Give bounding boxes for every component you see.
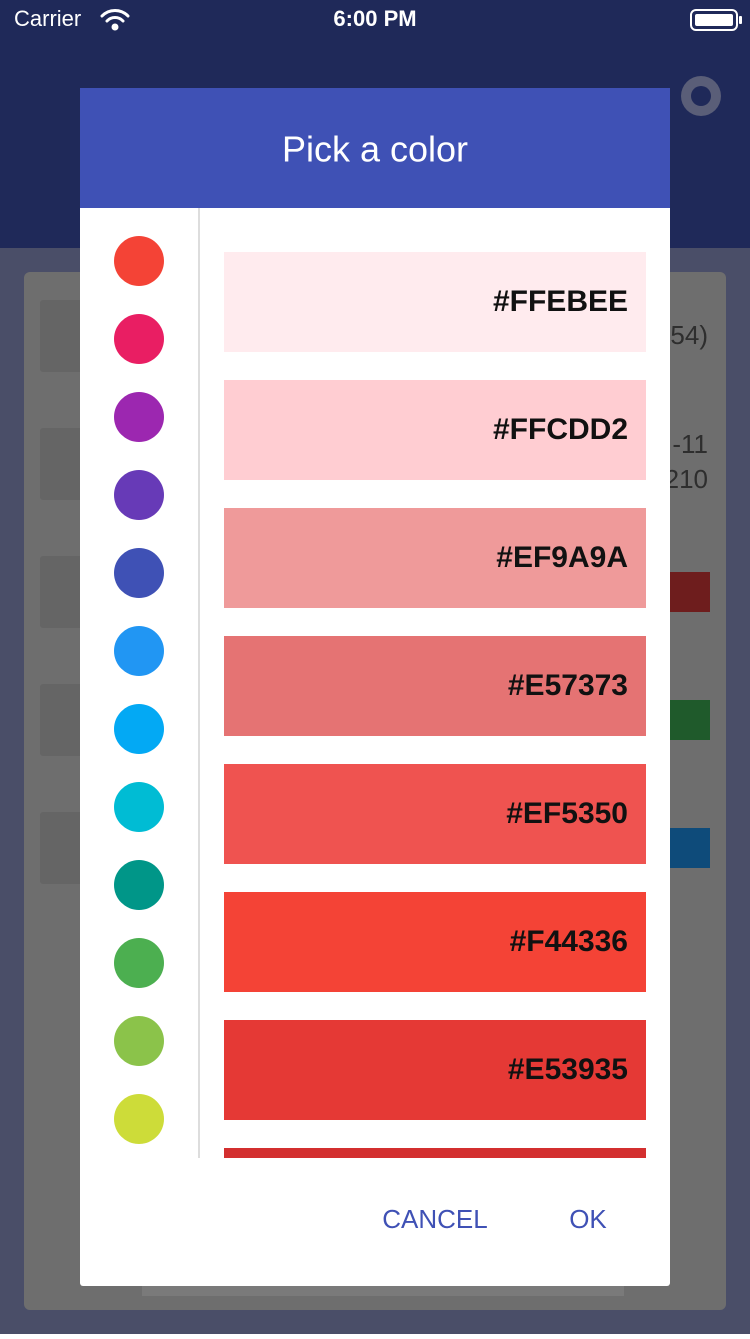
background-swatch [670, 572, 710, 612]
dialog-title: Pick a color [282, 129, 468, 170]
primary-color-swatch[interactable] [114, 626, 164, 676]
primary-color-swatch[interactable] [114, 392, 164, 442]
carrier: Carrier [14, 6, 81, 31]
background-text: -11 [672, 429, 708, 459]
shade-label: #E53935 [508, 1053, 628, 1086]
shade-swatch[interactable] [224, 380, 646, 480]
wifi-icon [100, 9, 130, 31]
battery-icon [690, 9, 742, 31]
clock: 6:00 PM [333, 6, 416, 31]
primary-color-swatch[interactable] [114, 704, 164, 754]
cancel-button[interactable]: CANCEL [382, 1204, 487, 1234]
primary-color-swatch[interactable] [114, 548, 164, 598]
background-swatch [670, 828, 710, 868]
ok-button[interactable]: OK [569, 1204, 607, 1234]
shade-swatch[interactable] [224, 252, 646, 352]
primary-color-swatch[interactable] [114, 314, 164, 364]
background-text: 210 [665, 464, 708, 494]
primary-color-swatch[interactable] [114, 782, 164, 832]
shade-swatch[interactable] [224, 508, 646, 608]
primary-color-swatch[interactable] [114, 938, 164, 988]
shade-label: #FFCDD2 [493, 413, 628, 446]
theme-icon [681, 76, 721, 116]
shade-label: #E57373 [508, 669, 628, 702]
shade-swatch[interactable] [224, 1020, 646, 1120]
background-text: 54) [670, 320, 708, 350]
primary-color-swatch[interactable] [114, 1016, 164, 1066]
shade-label: #EF5350 [506, 797, 628, 830]
shade-swatch[interactable] [224, 892, 646, 992]
shade-swatch[interactable] [224, 1148, 646, 1158]
shade-label: #F44336 [510, 925, 628, 958]
background-list-icons [40, 300, 84, 884]
primary-color-swatch[interactable] [114, 236, 164, 286]
shade-label: #EF9A9A [496, 541, 628, 574]
background-swatch [670, 700, 710, 740]
primary-color-swatch[interactable] [114, 1094, 164, 1144]
shade-swatch[interactable] [224, 764, 646, 864]
primary-color-swatch[interactable] [114, 470, 164, 520]
primary-color-swatch[interactable] [114, 860, 164, 910]
shade-label: #FFEBEE [493, 285, 628, 318]
shade-swatch[interactable] [224, 636, 646, 736]
dialog-header [80, 88, 670, 208]
